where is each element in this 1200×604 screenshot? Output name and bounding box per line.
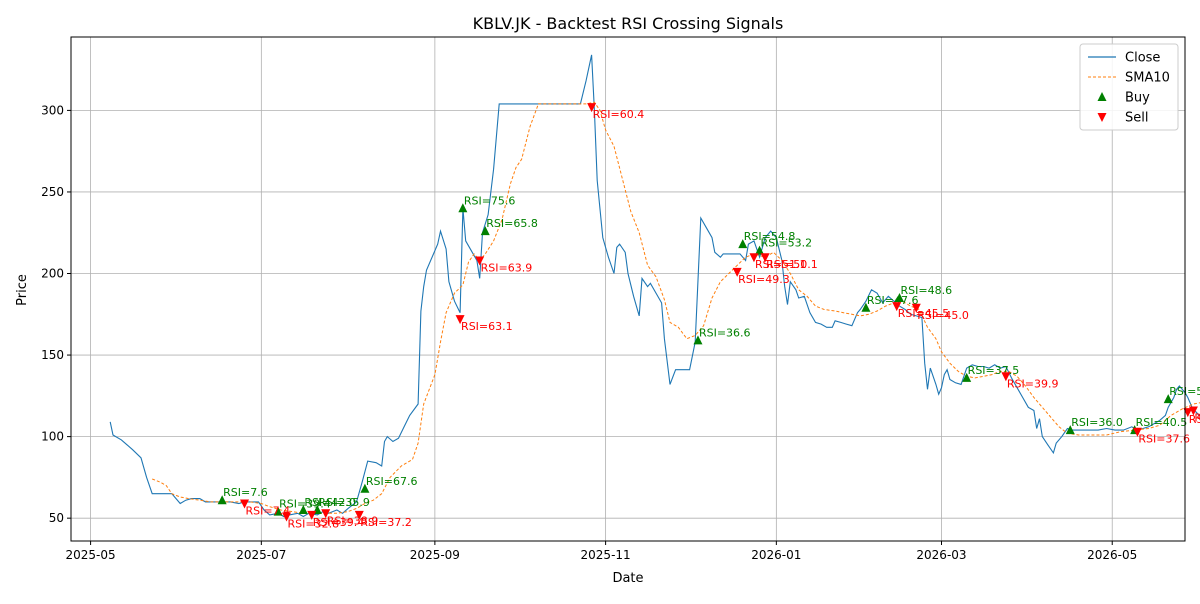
buy-marker	[217, 495, 227, 505]
sell-label: RSI=39.4	[313, 516, 365, 529]
sell-label: RSI=49.3	[738, 273, 790, 286]
y-tick-label: 50	[49, 511, 64, 525]
signal-markers: RSI=7.6RSI=39.4RSI=42.0RSI=35.9RSI=67.6R…	[217, 103, 1200, 531]
buy-label: RSI=67.6	[366, 475, 418, 488]
legend-label: Close	[1125, 51, 1160, 66]
sell-label: RSI=39.9	[1007, 377, 1059, 390]
x-tick-label: 2026-05	[1087, 548, 1137, 562]
x-tick-label: 2026-03	[916, 548, 966, 562]
buy-label: RSI=65.8	[486, 217, 538, 230]
sell-label: RSI=47.0	[1194, 412, 1200, 425]
legend: Close SMA10 Buy Sell	[1079, 43, 1179, 131]
sell-marker	[307, 510, 317, 520]
x-axis-label: Date	[612, 571, 643, 586]
y-tick-label: 100	[41, 430, 64, 444]
series-lines	[109, 54, 1200, 518]
y-tick-label: 150	[41, 348, 64, 362]
sell-label: RSI=37.2	[360, 516, 412, 529]
sell-marker	[911, 303, 921, 313]
sell-label: RSI=50.1	[766, 258, 818, 271]
buy-marker	[755, 245, 765, 255]
y-tick-label: 200	[41, 267, 64, 281]
buy-label: RSI=36.0	[1071, 416, 1123, 429]
buy-label: RSI=75.6	[464, 194, 516, 207]
legend-buy-swatch	[1097, 92, 1107, 101]
sell-label: RSI=63.1	[461, 320, 513, 333]
axis-ticks: 2025-05 2025-07 2025-09 2025-11 2026-01 2026-…	[41, 103, 1137, 562]
buy-label: RSI=48.6	[901, 284, 953, 297]
sell-label: RSI=60.4	[593, 108, 645, 121]
buy-marker	[1065, 425, 1075, 435]
buy-marker	[360, 483, 370, 493]
sell-label: RSI=45.5	[898, 307, 950, 320]
sell-marker	[892, 302, 902, 312]
x-tick-label: 2025-09	[410, 548, 460, 562]
buy-marker	[1163, 394, 1173, 404]
y-tick-label: 250	[41, 185, 64, 199]
sell-marker	[1183, 408, 1193, 418]
legend-box	[1079, 43, 1179, 131]
y-tick-label: 300	[41, 103, 64, 117]
x-tick-label: 2025-05	[66, 548, 116, 562]
legend-label: Sell	[1125, 111, 1148, 126]
sell-label: RSI=45.1	[1189, 413, 1200, 426]
sell-marker	[282, 512, 292, 522]
sell-label: RSI=63.9	[481, 261, 533, 274]
buy-label: RSI=36.6	[699, 326, 751, 339]
buy-label: RSI=54.8	[744, 230, 796, 243]
buy-label: RSI=7.6	[223, 486, 268, 499]
y-axis-label: Price	[15, 274, 30, 306]
sell-label: RSI=32.8	[288, 518, 340, 531]
sma10-line	[152, 101, 1200, 514]
chart-title: KBLV.JK - Backtest RSI Crossing Signals	[473, 14, 784, 33]
buy-marker	[861, 302, 871, 312]
sell-marker	[321, 509, 331, 519]
buy-marker	[895, 292, 905, 302]
buy-marker	[962, 372, 972, 382]
close-line	[109, 54, 1200, 518]
buy-label: RSI=35.9	[318, 496, 370, 509]
sell-label: RSI=38.9	[327, 514, 379, 527]
legend-sell-swatch	[1097, 113, 1107, 122]
sell-marker	[760, 253, 770, 263]
sell-marker	[240, 499, 250, 509]
sell-label: RSI=37.6	[1138, 433, 1190, 446]
buy-marker	[693, 335, 703, 345]
grid	[71, 37, 1185, 541]
sell-label: RSI=45.0	[917, 309, 969, 322]
plot-frame	[70, 36, 1186, 542]
x-tick-label: 2026-01	[751, 548, 801, 562]
sell-label: RSI=7.4	[246, 504, 291, 517]
buy-label: RSI=47.6	[867, 294, 919, 307]
sell-marker	[587, 103, 597, 113]
buy-label: RSI=37.5	[968, 364, 1020, 377]
sell-marker	[732, 267, 742, 277]
sell-marker	[1132, 427, 1142, 437]
sell-marker	[475, 256, 485, 266]
sell-marker	[749, 253, 759, 263]
buy-label: RSI=40.5	[1136, 416, 1188, 429]
buy-marker	[738, 239, 748, 249]
buy-marker	[273, 506, 283, 516]
x-tick-label: 2025-07	[236, 548, 286, 562]
legend-label: SMA10	[1125, 71, 1170, 86]
sell-marker	[354, 510, 364, 520]
sell-marker	[455, 315, 465, 325]
buy-marker	[480, 226, 490, 236]
x-tick-label: 2025-11	[581, 548, 631, 562]
buy-label: RSI=53.2	[761, 237, 813, 250]
buy-marker	[458, 203, 468, 213]
buy-marker	[298, 505, 308, 515]
sell-marker	[1001, 372, 1011, 382]
sell-label: RSI=51.1	[755, 258, 807, 271]
legend-label: Buy	[1125, 91, 1150, 106]
sell-marker	[1188, 406, 1198, 416]
